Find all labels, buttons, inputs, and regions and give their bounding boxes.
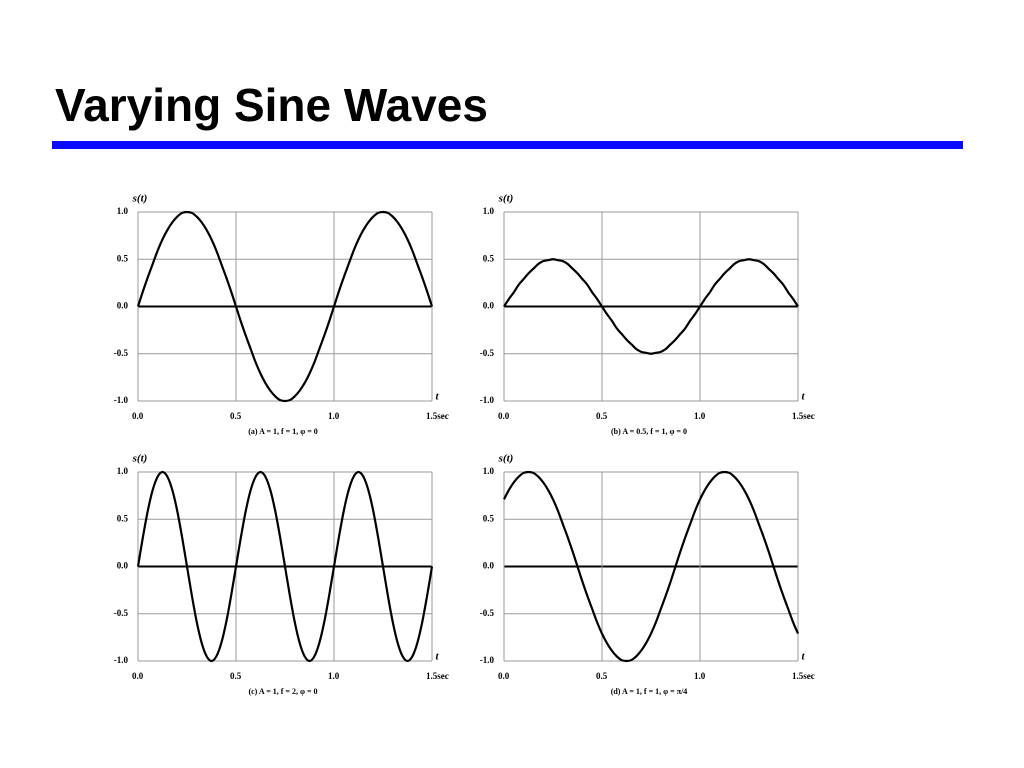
y-tick-label: 0.5 <box>117 513 129 523</box>
y-tick-label: -0.5 <box>114 608 129 618</box>
x-axis-label: t <box>435 391 439 403</box>
y-tick-label: 0.5 <box>483 253 495 263</box>
x-tick-label: 0.0 <box>498 671 510 681</box>
x-axis-label: t <box>435 651 439 663</box>
y-tick-label: -0.5 <box>480 348 495 358</box>
y-tick-label: 0.0 <box>483 301 495 311</box>
x-axis-label: t <box>801 651 805 663</box>
chart-caption: (c) A = 1, f = 2, φ = 0 <box>248 687 317 696</box>
y-tick-label: -0.5 <box>480 608 495 618</box>
y-tick-label: 1.0 <box>483 466 495 476</box>
y-tick-label: -1.0 <box>114 395 129 405</box>
y-tick-label: -1.0 <box>114 655 129 665</box>
x-tick-label: 0.5 <box>230 411 242 421</box>
x-tick-label: 1.5sec <box>792 411 815 421</box>
y-axis-label: s(t) <box>498 193 514 205</box>
x-tick-label: 0.5 <box>596 411 608 421</box>
sine-curve <box>503 258 799 355</box>
y-tick-label: 1.0 <box>117 206 129 216</box>
y-tick-label: 0.5 <box>117 253 129 263</box>
y-tick-label: 0.0 <box>117 561 129 571</box>
sine-curve <box>136 470 434 663</box>
x-tick-label: 1.5sec <box>426 411 449 421</box>
slide-title: Varying Sine Waves <box>55 79 488 131</box>
x-tick-label: 1.0 <box>694 411 706 421</box>
sine-curve <box>136 210 434 403</box>
y-tick-label: -0.5 <box>114 348 129 358</box>
y-axis-label: s(t) <box>132 453 148 465</box>
y-tick-label: -1.0 <box>480 395 495 405</box>
chart-caption: (d) A = 1, f = 1, φ = π/4 <box>611 687 688 696</box>
x-tick-label: 1.0 <box>694 671 706 681</box>
y-tick-label: 0.0 <box>483 561 495 571</box>
x-tick-label: 1.0 <box>328 671 340 681</box>
y-axis-label: s(t) <box>132 193 148 205</box>
chart-caption: (a) A = 1, f = 1, φ = 0 <box>248 427 318 436</box>
y-tick-label: 0.5 <box>483 513 495 523</box>
x-tick-label: 0.0 <box>498 411 510 421</box>
y-tick-label: 1.0 <box>483 206 495 216</box>
sine-curve <box>503 470 800 663</box>
y-axis-label: s(t) <box>498 453 514 465</box>
x-tick-label: 1.5sec <box>792 671 815 681</box>
x-tick-label: 1.0 <box>328 411 340 421</box>
x-tick-label: 0.0 <box>132 671 144 681</box>
x-tick-label: 0.5 <box>230 671 242 681</box>
y-tick-label: -1.0 <box>480 655 495 665</box>
title-rule <box>52 141 963 149</box>
y-tick-label: 0.0 <box>117 301 129 311</box>
chart-caption: (b) A = 0.5, f = 1, φ = 0 <box>611 427 687 436</box>
y-tick-label: 1.0 <box>117 466 129 476</box>
x-axis-label: t <box>801 391 805 403</box>
x-tick-label: 1.5sec <box>426 671 449 681</box>
x-tick-label: 0.5 <box>596 671 608 681</box>
x-tick-label: 0.0 <box>132 411 144 421</box>
